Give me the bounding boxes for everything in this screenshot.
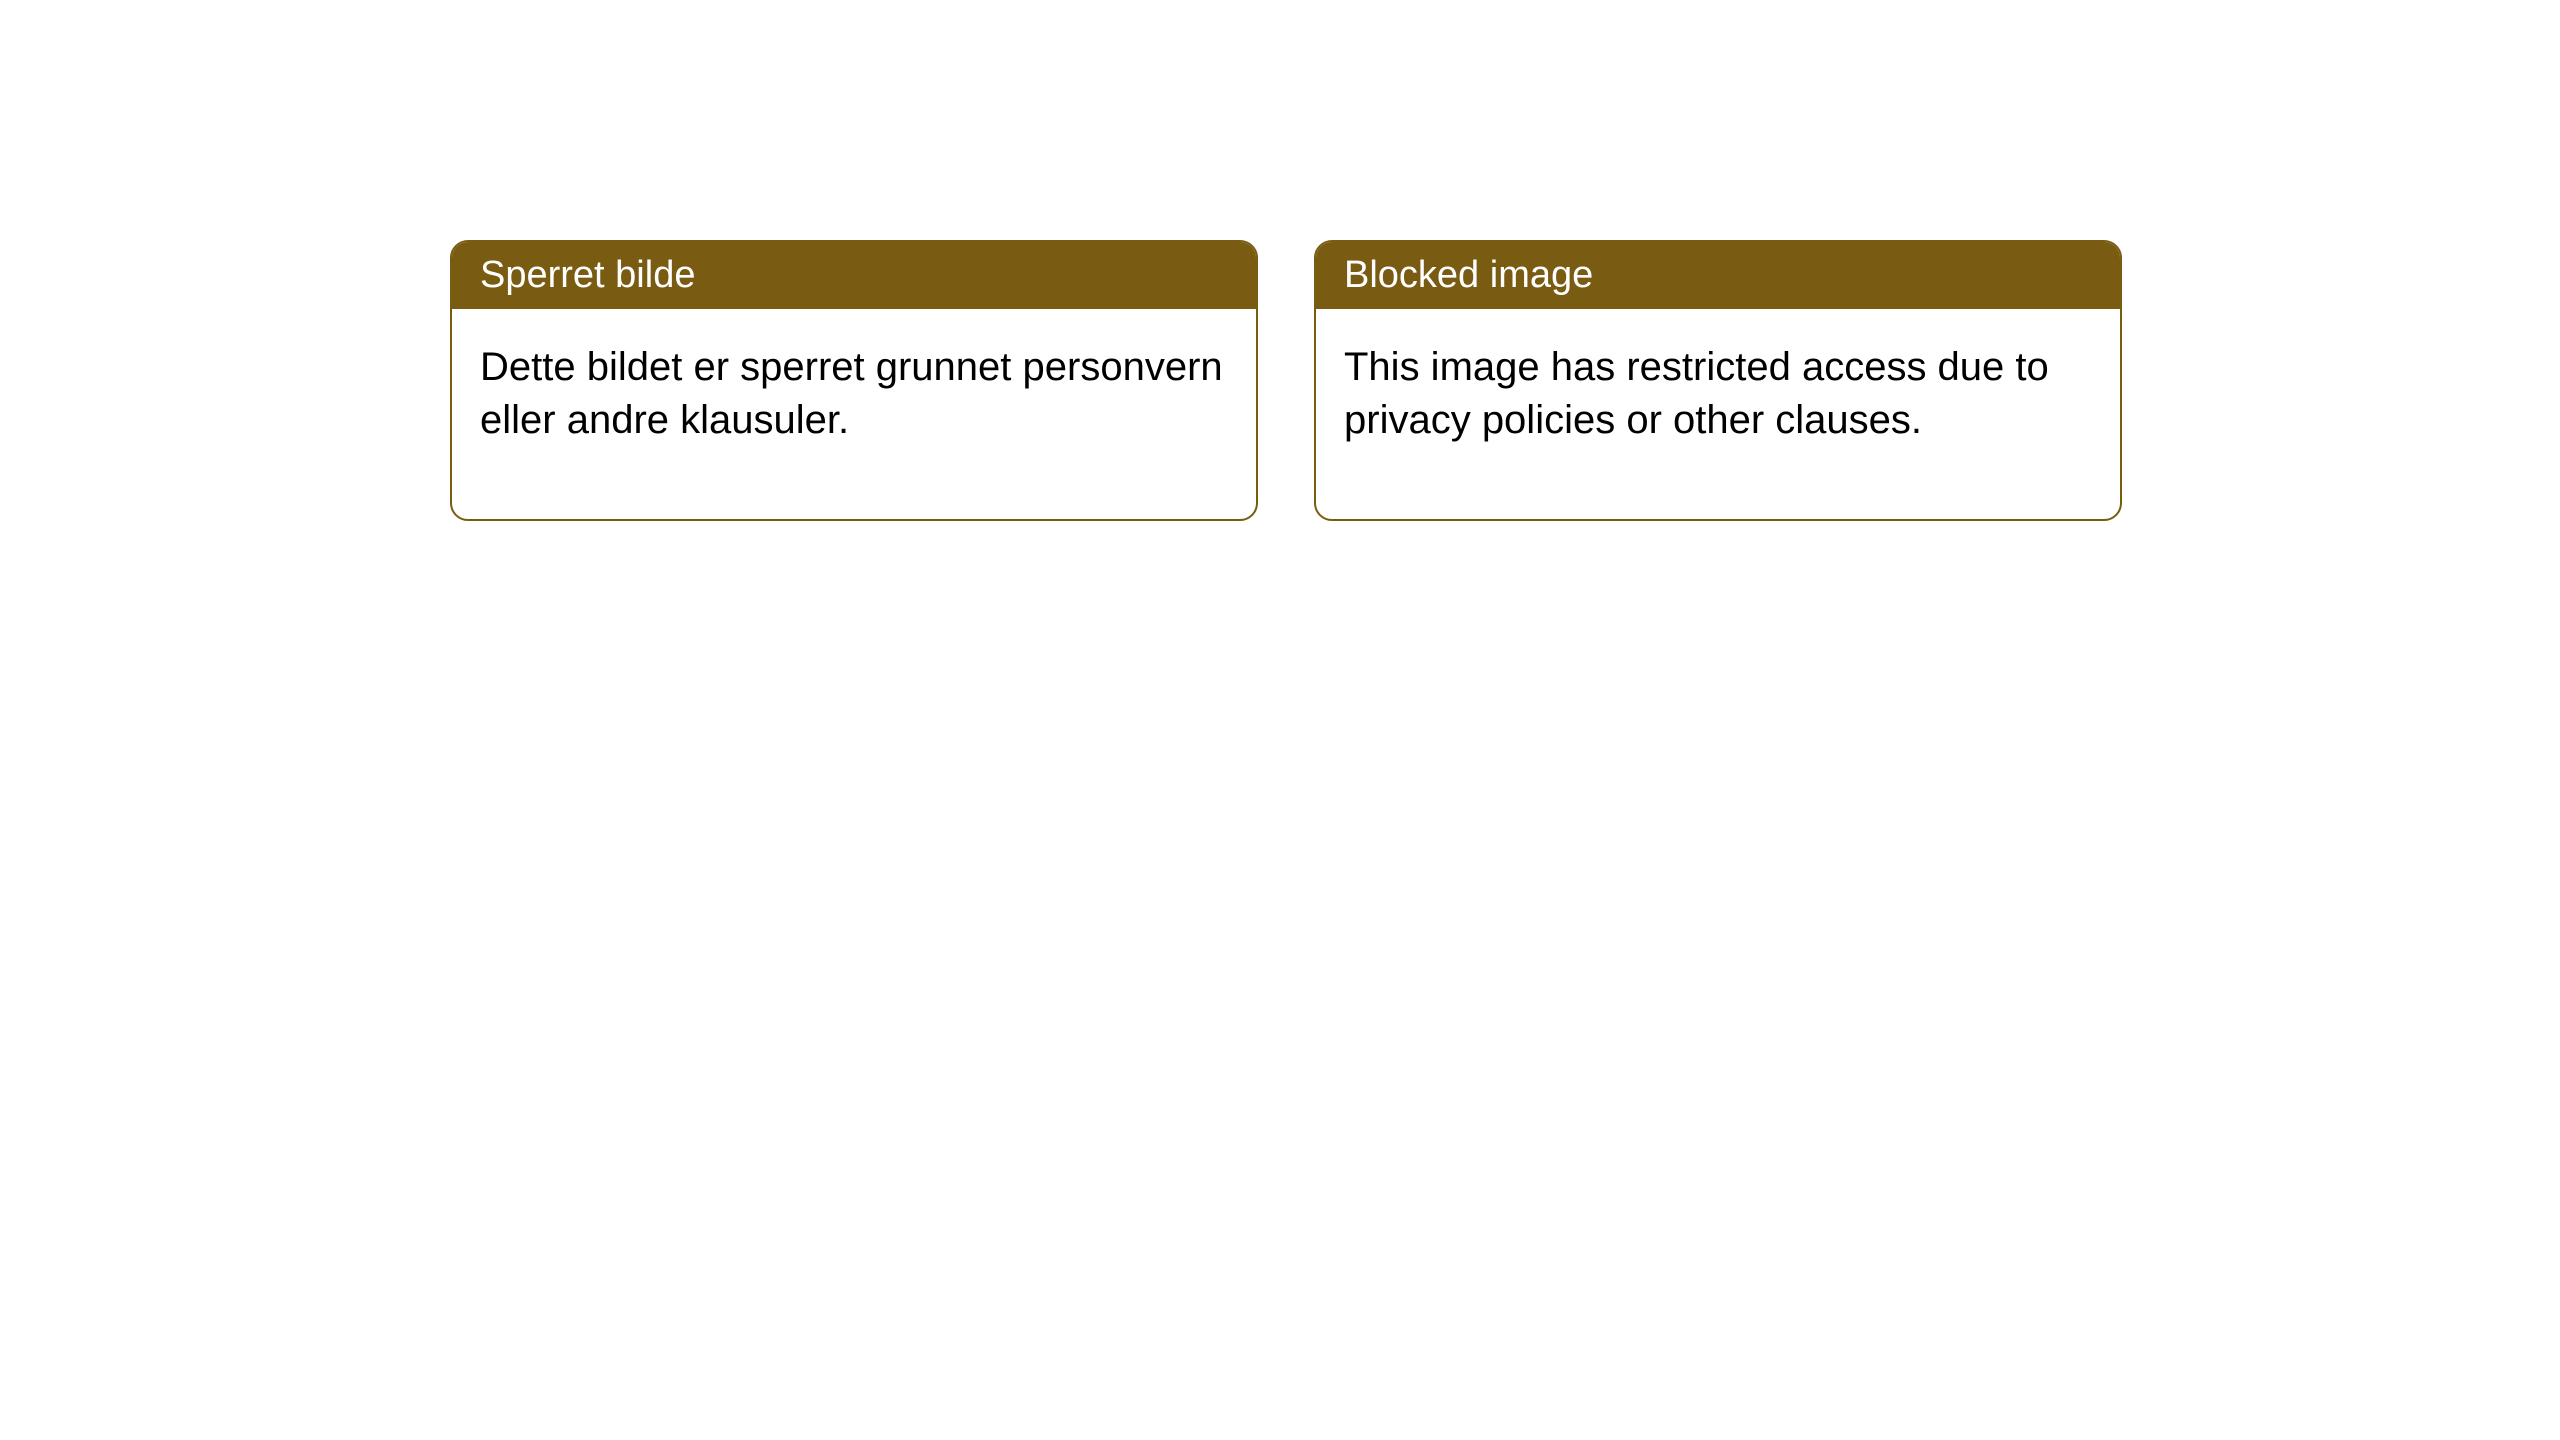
- notice-message: Dette bildet er sperret grunnet personve…: [452, 309, 1256, 519]
- notice-title: Sperret bilde: [452, 242, 1256, 309]
- notice-message: This image has restricted access due to …: [1316, 309, 2120, 519]
- notice-title: Blocked image: [1316, 242, 2120, 309]
- notice-card-norwegian: Sperret bilde Dette bildet er sperret gr…: [450, 240, 1258, 521]
- notice-container: Sperret bilde Dette bildet er sperret gr…: [450, 240, 2122, 521]
- notice-card-english: Blocked image This image has restricted …: [1314, 240, 2122, 521]
